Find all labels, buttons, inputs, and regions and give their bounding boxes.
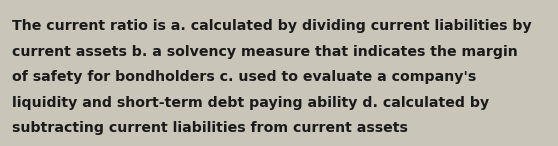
Text: of safety for bondholders c. used to evaluate a company's: of safety for bondholders c. used to eva…	[12, 70, 477, 84]
Text: liquidity and short-term debt paying ability d. calculated by: liquidity and short-term debt paying abi…	[12, 96, 489, 110]
Text: The current ratio is a. calculated by dividing current liabilities by: The current ratio is a. calculated by di…	[12, 19, 532, 33]
Text: current assets b. a solvency measure that indicates the margin: current assets b. a solvency measure tha…	[12, 45, 518, 59]
Text: subtracting current liabilities from current assets: subtracting current liabilities from cur…	[12, 121, 408, 135]
